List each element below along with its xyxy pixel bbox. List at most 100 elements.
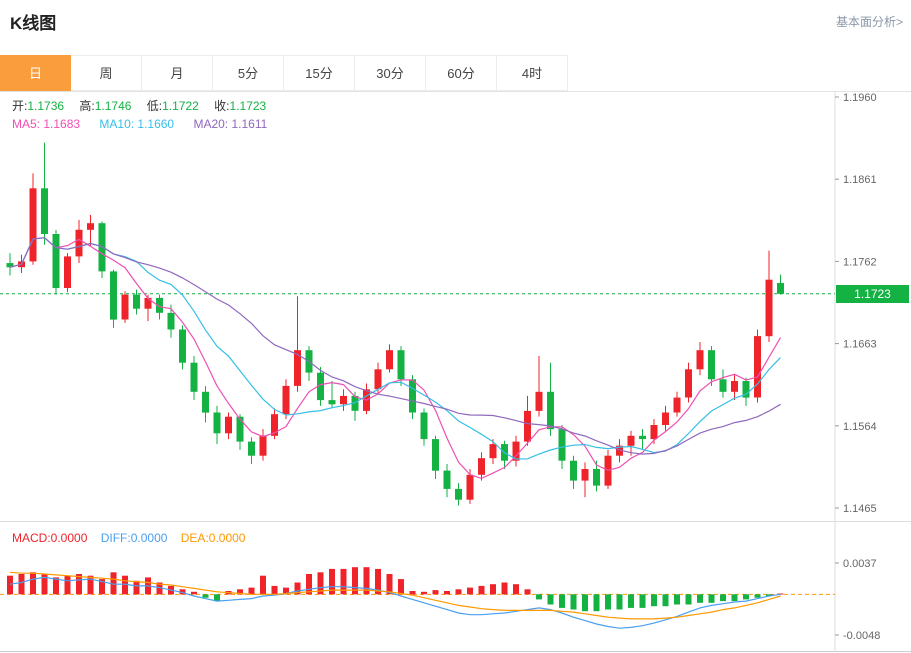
- page-title: K线图: [10, 14, 57, 33]
- candle-body: [121, 294, 129, 320]
- candle-body: [110, 271, 117, 320]
- candle-body: [6, 263, 14, 268]
- candle-body: [374, 369, 382, 390]
- macd-bar: [559, 594, 565, 608]
- macd-bar: [513, 584, 519, 595]
- candle-body: [616, 445, 623, 456]
- chart-canvas[interactable]: 1.1960 1.1861 1.1762 1.1663 1.1564 1.1465 0.00…: [0, 91, 911, 653]
- candle-body: [282, 385, 290, 415]
- macd-bar: [87, 575, 94, 595]
- macd-bar: [237, 589, 243, 595]
- kline-chart: 1.1960 1.1861 1.1762 1.1663 1.1564 1.1465 0.00…: [0, 91, 911, 653]
- macd-bar: [662, 594, 669, 607]
- candle-body: [512, 441, 520, 461]
- candle-body: [397, 350, 405, 380]
- candle-body: [754, 336, 761, 398]
- ma10-legend: MA10: 1.1660: [99, 117, 175, 131]
- candle-body: [719, 379, 727, 392]
- candle-body: [443, 470, 451, 489]
- candle-body: [731, 381, 738, 392]
- y-axis-label: 1.1465: [843, 503, 877, 515]
- candle-body: [639, 435, 646, 440]
- candle-body: [593, 469, 600, 486]
- macd-bar: [156, 582, 163, 595]
- candle-body: [64, 256, 71, 288]
- y-axis-label: 1.1663: [843, 339, 877, 351]
- candle-body: [558, 429, 566, 461]
- tab-m60[interactable]: 60分: [426, 55, 497, 91]
- fundamental-analysis-link[interactable]: 基本面分析>: [835, 15, 903, 29]
- macd-bar: [754, 594, 761, 598]
- macd-bar: [375, 568, 381, 595]
- macd-bar: [398, 579, 404, 595]
- ma10-line: [9, 237, 781, 460]
- candle-body: [662, 412, 669, 425]
- macd-bar: [536, 594, 542, 600]
- candle-body: [271, 414, 278, 436]
- candle-body: [627, 435, 635, 446]
- candle-body: [133, 294, 140, 309]
- macd-bar: [122, 575, 128, 595]
- candle-body: [535, 391, 543, 411]
- macd-bar: [593, 594, 600, 612]
- candle-body: [650, 425, 658, 440]
- candle-body: [547, 391, 554, 430]
- macd-bar: [202, 594, 209, 598]
- candle-body: [478, 458, 485, 475]
- ma5-line: [9, 237, 782, 480]
- candle-body: [179, 329, 186, 363]
- macd-bar: [708, 594, 715, 603]
- macd-bar: [260, 575, 266, 595]
- macd-bar: [7, 575, 13, 595]
- tab-m30[interactable]: 30分: [355, 55, 426, 91]
- candle-body: [409, 379, 416, 413]
- candle-body: [742, 381, 750, 398]
- y-axis-label: 1.1960: [843, 92, 877, 104]
- macd-axis-label: -0.0048: [843, 630, 880, 642]
- candle-body: [340, 395, 347, 405]
- ma5-legend: MA5: 1.1683: [12, 117, 81, 131]
- candle-body: [765, 279, 773, 337]
- macd-bar: [53, 577, 59, 595]
- diff-value: DIFF:0.0000: [100, 531, 168, 545]
- macd-bar: [18, 574, 25, 595]
- macd-bar: [547, 594, 554, 605]
- tab-week[interactable]: 周: [71, 55, 142, 91]
- macd-bar: [455, 589, 462, 595]
- candle-body: [52, 234, 60, 288]
- high-label: 高:: [79, 99, 95, 113]
- dea-value: DEA:0.0000: [180, 531, 246, 545]
- low-value: 1.1722: [162, 99, 199, 113]
- candle-body: [432, 439, 439, 471]
- macd-bar: [248, 587, 255, 595]
- macd-bar: [731, 594, 738, 602]
- macd-bar: [467, 587, 473, 595]
- macd-histogram: [7, 567, 784, 612]
- tab-day[interactable]: 日: [0, 55, 71, 91]
- macd-bar: [570, 594, 577, 610]
- open-value: 1.1736: [27, 99, 65, 113]
- macd-bar: [133, 580, 140, 595]
- macd-bar: [110, 572, 117, 595]
- macd-bar: [720, 594, 726, 602]
- diff-line: [9, 576, 781, 629]
- candle-body: [236, 416, 244, 442]
- candle-body: [202, 391, 209, 413]
- macd-bar: [409, 591, 416, 595]
- tab-h4[interactable]: 4时: [497, 55, 568, 91]
- candle-body: [420, 412, 428, 440]
- candle-body: [75, 229, 83, 257]
- tab-bar: 日周月 5分 15分 30分 60分 4时: [0, 55, 911, 92]
- y-axis-label: 1.1762: [843, 256, 877, 268]
- tab-month[interactable]: 月: [142, 55, 213, 91]
- macd-bar: [294, 582, 301, 595]
- open-label: 开:: [12, 99, 28, 113]
- tab-m5[interactable]: 5分: [213, 55, 284, 91]
- tab-m15[interactable]: 15分: [284, 55, 355, 91]
- candle-body: [777, 283, 784, 294]
- ma20-legend: MA20: 1.1611: [193, 117, 268, 131]
- candle-body: [225, 416, 232, 434]
- macd-bar: [214, 594, 220, 602]
- candle-body: [581, 469, 589, 481]
